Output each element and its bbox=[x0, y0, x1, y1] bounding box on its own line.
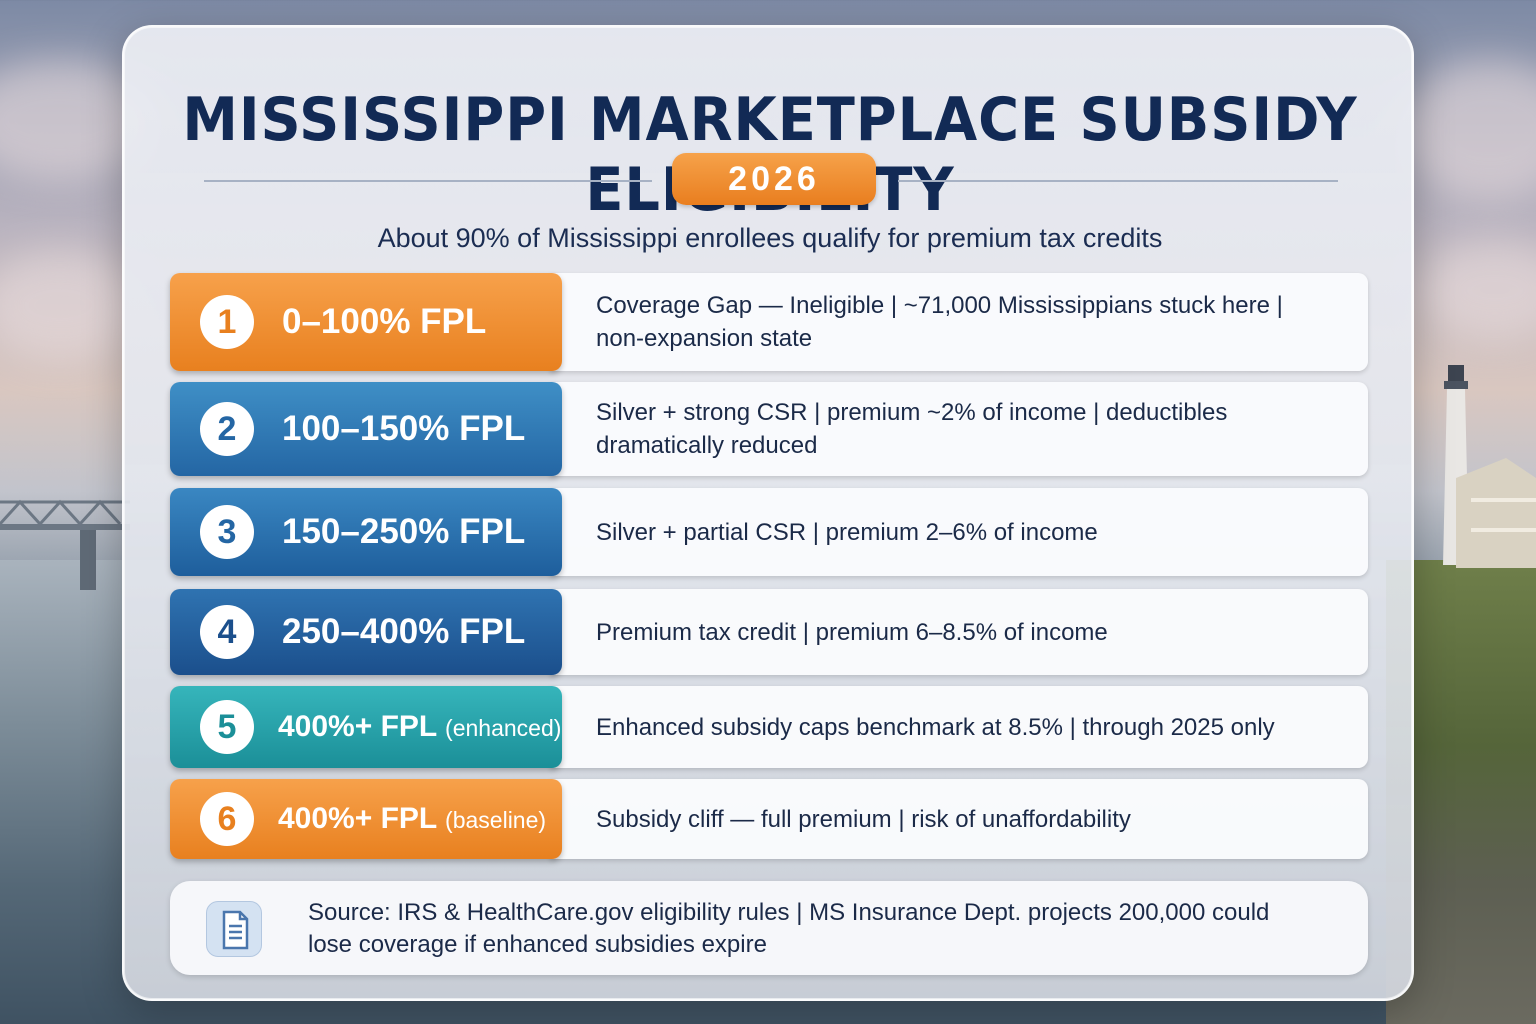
tier-description: Subsidy cliff — full premium | risk of u… bbox=[550, 779, 1368, 859]
tier-number: 3 bbox=[200, 505, 254, 559]
bridge-illustration bbox=[0, 499, 130, 590]
divider-left bbox=[204, 180, 652, 182]
tier-number: 4 bbox=[200, 605, 254, 659]
tier-badge: 3 150–250% FPL bbox=[170, 488, 562, 576]
tier-number: 1 bbox=[200, 295, 254, 349]
tier-label-main: 400%+ FPL bbox=[278, 710, 437, 743]
tier-label: 0–100% FPL bbox=[282, 302, 487, 341]
tier-label: 400%+ FPL (enhanced) bbox=[278, 710, 561, 744]
subtitle: About 90% of Mississippi enrollees quali… bbox=[377, 223, 1163, 253]
tier-row-1: Coverage Gap — Ineligible | ~71,000 Miss… bbox=[170, 273, 1368, 371]
tier-badge: 1 0–100% FPL bbox=[170, 273, 562, 371]
tier-row-2: Silver + strong CSR | premium ~2% of inc… bbox=[170, 382, 1368, 476]
tier-row-5: Enhanced subsidy caps benchmark at 8.5% … bbox=[170, 686, 1368, 768]
tier-badge: 4 250–400% FPL bbox=[170, 589, 562, 675]
tier-row-6: Subsidy cliff — full premium | risk of u… bbox=[170, 779, 1368, 859]
tier-label: 150–250% FPL bbox=[282, 512, 526, 551]
tier-description: Silver + partial CSR | premium 2–6% of i… bbox=[550, 488, 1368, 576]
tier-label: 100–150% FPL bbox=[282, 409, 526, 448]
tier-label: 250–400% FPL bbox=[282, 612, 526, 651]
divider-right bbox=[898, 180, 1338, 182]
tier-label-suffix: (enhanced) bbox=[445, 715, 562, 741]
tier-badge: 6 400%+ FPL (baseline) bbox=[170, 779, 562, 859]
tier-row-4: Premium tax credit | premium 6–8.5% of i… bbox=[170, 589, 1368, 675]
tier-row-3: Silver + partial CSR | premium 2–6% of i… bbox=[170, 488, 1368, 576]
tier-description: Coverage Gap — Ineligible | ~71,000 Miss… bbox=[550, 273, 1368, 371]
tier-description: Premium tax credit | premium 6–8.5% of i… bbox=[550, 589, 1368, 675]
year-badge: 2026 bbox=[672, 153, 876, 205]
source-text: Source: IRS & HealthCare.gov eligibility… bbox=[308, 899, 1270, 958]
tier-number: 5 bbox=[200, 700, 254, 754]
house-illustration bbox=[1456, 458, 1536, 568]
tier-badge: 5 400%+ FPL (enhanced) bbox=[170, 686, 562, 768]
eligibility-card: MISSISSIPPI MARKETPLACE SUBSIDY ELIGIBIL… bbox=[122, 25, 1414, 1001]
source-note: Source: IRS & HealthCare.gov eligibility… bbox=[170, 881, 1368, 975]
tier-label: 400%+ FPL (baseline) bbox=[278, 802, 546, 836]
tier-label-suffix: (baseline) bbox=[445, 807, 547, 833]
tier-number: 2 bbox=[200, 402, 254, 456]
tier-description: Silver + strong CSR | premium ~2% of inc… bbox=[550, 382, 1368, 476]
tier-number: 6 bbox=[200, 792, 254, 846]
tier-description: Enhanced subsidy caps benchmark at 8.5% … bbox=[550, 686, 1368, 768]
tier-badge: 2 100–150% FPL bbox=[170, 382, 562, 476]
tier-label-main: 400%+ FPL bbox=[278, 802, 437, 835]
document-icon bbox=[206, 901, 262, 957]
